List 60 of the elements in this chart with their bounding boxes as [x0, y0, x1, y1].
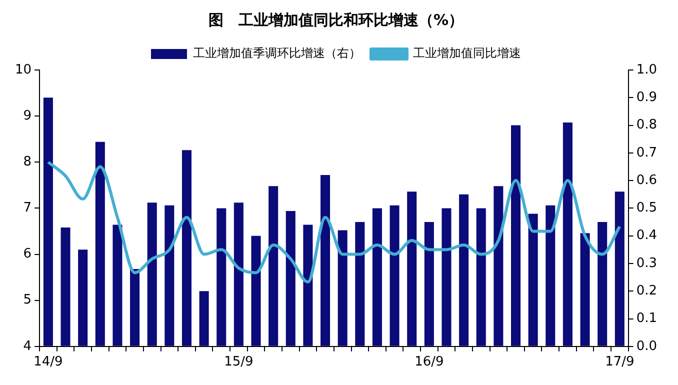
bar [216, 208, 226, 346]
x-tick-label: 14/9 [34, 354, 63, 370]
y2-tick-label: 0.7 [636, 145, 658, 160]
x-tick-label: 15/9 [224, 354, 254, 370]
y2-tick-label: 0.4 [636, 228, 658, 244]
y2-tick-label: 0.6 [636, 172, 658, 188]
bar [338, 230, 348, 346]
bar [147, 202, 157, 346]
bar [546, 205, 556, 346]
bar [268, 186, 278, 346]
y2-tick-label: 0.5 [636, 200, 658, 216]
y-tick-label: 10 [14, 62, 32, 78]
y-tick-label: 5 [23, 292, 32, 308]
y2-tick-label: 0.0 [636, 338, 658, 354]
bar [598, 222, 608, 346]
bar [286, 210, 296, 346]
bar [459, 194, 469, 346]
bar [355, 222, 365, 346]
y2-tick-label: 0.2 [636, 283, 658, 298]
bar [442, 208, 452, 346]
y2-tick-label: 0.8 [636, 118, 658, 133]
legend-label: 工业增加值同比增速 [413, 46, 521, 60]
bar [95, 142, 105, 346]
bar [303, 224, 313, 346]
bar [164, 205, 174, 346]
bar [511, 125, 521, 346]
x-tick-label: 16/9 [414, 354, 444, 370]
bar [528, 214, 538, 346]
chart-title: 图 工业增加值同比和环比增速（%） [208, 10, 464, 29]
y2-tick-label: 0.9 [636, 90, 658, 106]
bar [60, 228, 70, 346]
bar [199, 291, 209, 346]
x-tick-label: 17/9 [605, 354, 634, 370]
y2-tick-label: 0.1 [636, 311, 658, 326]
y2-tick-label: 1.0 [636, 62, 658, 78]
bar [130, 269, 140, 346]
bar [390, 205, 400, 346]
bar [424, 222, 434, 346]
y-tick-label: 4 [23, 338, 32, 354]
bar [407, 192, 417, 346]
y-tick-label: 6 [23, 246, 32, 262]
bar [182, 150, 192, 346]
bar [112, 224, 122, 346]
y-tick-label: 7 [23, 200, 32, 216]
bar [320, 175, 330, 346]
y2-tick-label: 0.3 [636, 256, 658, 271]
bar [251, 236, 261, 346]
bar [234, 202, 244, 346]
legend-label: 工业增加值季调环比增速（右） [193, 46, 361, 60]
bar [43, 98, 53, 346]
y-tick-label: 8 [23, 154, 32, 170]
y-tick-label: 9 [23, 108, 32, 124]
bar [562, 122, 572, 346]
bar [476, 208, 486, 346]
bar [580, 233, 590, 346]
bar [614, 192, 624, 346]
bar [494, 186, 504, 346]
bar [78, 250, 88, 346]
line-series [46, 160, 622, 284]
bar [372, 208, 382, 346]
